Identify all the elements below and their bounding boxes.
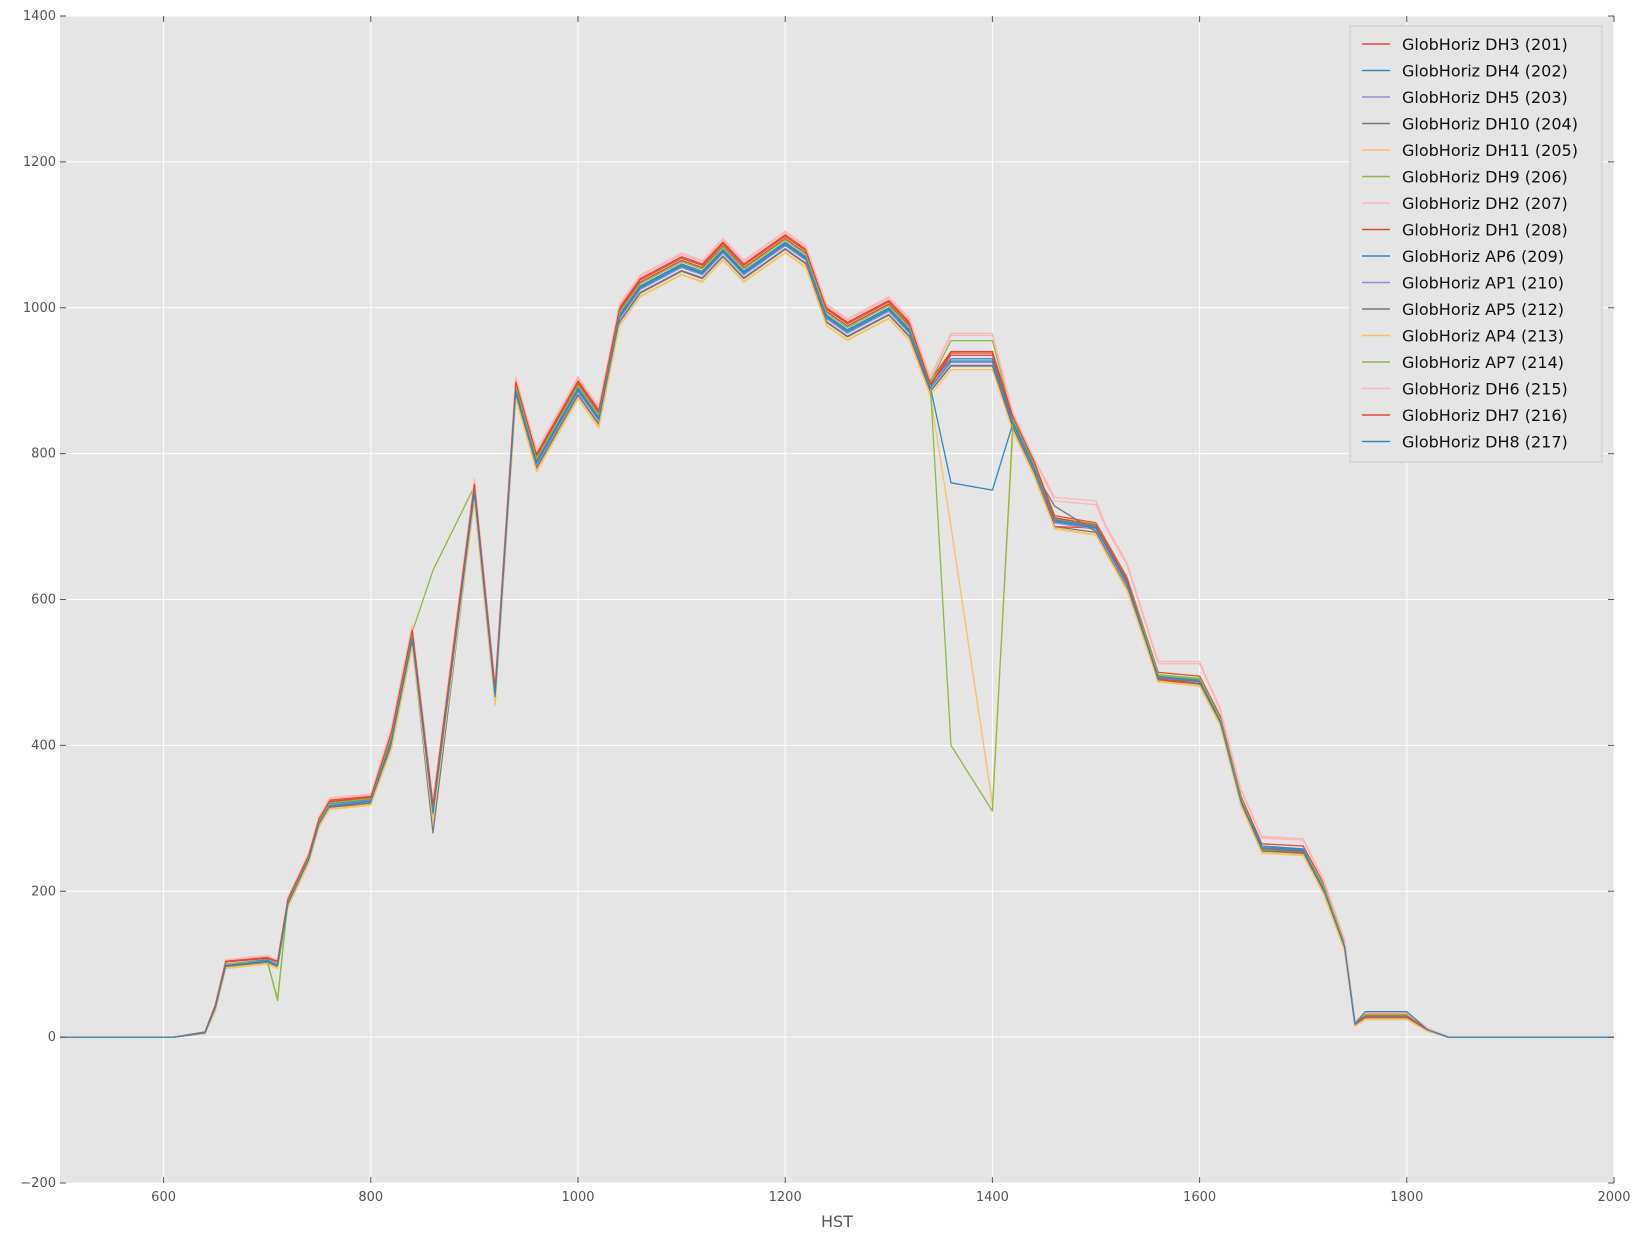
- legend-label: GlobHoriz AP1 (210): [1402, 274, 1564, 293]
- series-line-11: [60, 251, 1614, 1038]
- legend-label: GlobHoriz DH1 (208): [1402, 221, 1568, 240]
- legend-label: GlobHoriz DH2 (207): [1402, 194, 1568, 213]
- grid-lines: [60, 15, 1615, 1184]
- legend-label: GlobHoriz DH3 (201): [1402, 35, 1568, 54]
- y-tick-label: 1200: [23, 155, 56, 170]
- y-tick-label: 1400: [23, 9, 56, 24]
- y-tick-label: 400: [31, 738, 56, 753]
- legend: GlobHoriz DH3 (201) GlobHoriz DH4 (202) Gl…: [1349, 25, 1603, 463]
- y-tick-label: 600: [31, 593, 56, 608]
- y-tick-label: 0: [48, 1030, 56, 1045]
- legend-label: GlobHoriz DH8 (217): [1402, 433, 1568, 452]
- legend-label: GlobHoriz DH6 (215): [1402, 380, 1568, 399]
- legend-label: GlobHoriz DH4 (202): [1402, 62, 1568, 81]
- legend-label: GlobHoriz AP5 (212): [1402, 300, 1564, 319]
- legend-label: GlobHoriz DH10 (204): [1402, 115, 1578, 134]
- legend-label: GlobHoriz DH7 (216): [1402, 406, 1568, 425]
- x-tick-label: 2000: [1597, 1190, 1630, 1205]
- axis-ticks: 600 800 1000 1200 1400 1600 1800 2000 −200 0 200 40…: [20, 9, 1630, 1205]
- x-tick-label: 600: [151, 1190, 176, 1205]
- legend-label: GlobHoriz AP7 (214): [1402, 353, 1564, 372]
- x-tick-label: 1000: [561, 1190, 594, 1205]
- legend-label: GlobHoriz DH11 (205): [1402, 141, 1578, 160]
- x-tick-label: 1200: [769, 1190, 802, 1205]
- x-tick-label: 1800: [1390, 1190, 1423, 1205]
- series-line-15: [60, 243, 1614, 1038]
- x-tick-label: 1400: [976, 1190, 1009, 1205]
- y-tick-label: 800: [31, 447, 56, 462]
- legend-label: GlobHoriz DH9 (206): [1402, 168, 1568, 187]
- x-tick-label: 1600: [1183, 1190, 1216, 1205]
- x-axis-title: HST: [821, 1212, 853, 1231]
- legend-label: GlobHoriz AP4 (213): [1402, 327, 1564, 346]
- legend-label: GlobHoriz DH5 (203): [1402, 88, 1568, 107]
- y-tick-label: 200: [31, 884, 56, 899]
- y-tick-label: −200: [20, 1176, 56, 1191]
- x-tick-label: 800: [358, 1190, 383, 1205]
- series-layer: [60, 230, 1614, 1038]
- legend-label: GlobHoriz AP6 (209): [1402, 247, 1564, 266]
- legend-box: [1349, 25, 1603, 463]
- y-tick-label: 1000: [23, 301, 56, 316]
